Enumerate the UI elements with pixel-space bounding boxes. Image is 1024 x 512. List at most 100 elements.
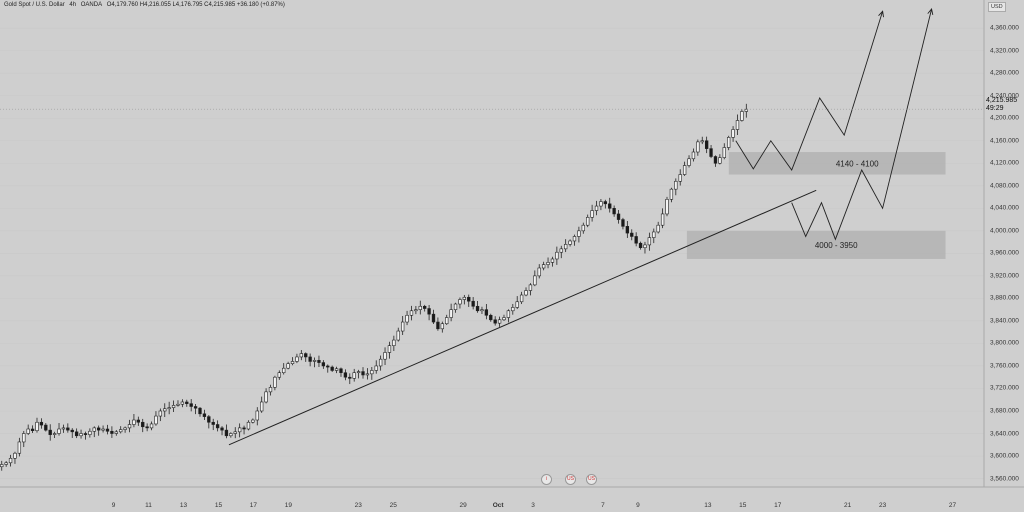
candle-body-up [237,427,242,433]
candle [70,428,74,438]
candle-body-down [193,406,198,409]
candle-body-up [687,158,691,166]
candle [568,239,572,247]
candle-body-down [326,365,330,368]
candle [599,199,603,211]
candle [246,420,251,431]
candle-body-up [586,217,590,226]
candle [61,424,66,433]
candle-body-up [700,140,704,143]
candle [101,425,105,433]
candle [691,148,696,162]
candle-body-up [295,356,299,362]
candle [519,291,524,305]
candle-body-up [255,410,259,421]
y-tick-label: 3,760.000 [990,362,1019,370]
candle-body-down [638,242,643,249]
candle [634,232,638,247]
candle [440,321,444,333]
candle [467,294,471,307]
support-zone[interactable] [686,230,946,259]
candle-body-up [273,376,277,388]
trendline[interactable] [228,189,817,446]
candle-body-down [44,424,48,431]
candle [572,234,577,246]
candle [22,430,26,448]
candle [555,246,559,265]
candle-body-down [202,413,207,417]
y-tick-label: 3,680.000 [990,407,1019,415]
candle-body-up [251,419,255,423]
info-event-icon[interactable]: i [541,474,552,485]
candle-body-up [370,370,374,375]
candle-body-down [141,421,145,428]
candle [110,426,114,438]
candle-body-down [621,219,625,227]
candle [237,423,242,438]
candle [713,155,718,167]
candle-body-down [493,319,497,324]
candle-body-up [119,429,123,433]
candle-body-up [515,301,519,308]
candle-body-up [149,423,154,429]
projection-path-upper[interactable] [735,11,884,171]
candle [207,415,211,429]
us-flag-icon[interactable]: US [586,474,597,485]
candle [528,283,533,296]
candle-body-up [453,303,458,310]
candle [550,256,555,267]
candle-body-up [546,262,550,265]
candle [149,421,154,431]
candle-body-down [427,308,431,315]
candle-body-down [713,156,718,164]
candle-body-up [727,137,731,148]
x-tick-label: 25 [389,502,397,509]
y-tick-label: 4,160.000 [990,137,1019,145]
candles [0,103,748,471]
projection-path-lower[interactable] [791,8,933,241]
candle-body-down [136,419,140,423]
x-tick-label: 27 [948,502,957,509]
currency-button[interactable]: USD [988,2,1006,12]
candle [202,409,207,420]
candle-body-up [740,111,744,121]
candle-body-up [528,284,533,291]
candle-body-down [110,430,114,434]
candle [608,197,612,213]
candle-body-up [171,405,176,408]
x-tick-label: 23 [354,502,362,509]
candle-body-up [396,330,400,341]
ohlc-values: O4,179.760 H4,216.055 L4,176.795 C4,215.… [106,2,285,8]
candle [458,297,462,309]
candle [515,296,519,310]
candle-body-down [317,360,321,363]
candle-body-up [356,371,361,374]
candle-body-up [506,310,511,318]
time-scale[interactable]: 9 11 13 15 17 19 23 25 29 Oct 3 7 9 13 15 17 21 23 27 [0,487,984,512]
y-tick-label: 4,280.000 [990,69,1019,77]
zones: 4140 - 4100 4000 - 3950 [686,152,946,259]
candle [581,222,585,234]
y-tick-label: 3,560.000 [990,475,1019,483]
y-tick-label: 3,960.000 [990,249,1019,257]
y-tick-label: 4,080.000 [990,182,1019,190]
candle-body-up [264,391,268,403]
candle-body-up [458,299,462,305]
candle [497,316,502,327]
candle [229,432,233,438]
x-tick-label: 23 [879,502,887,509]
symbol-legend[interactable]: Gold Spot / U.S. Dollar 4h OANDA O4,179.… [4,2,288,8]
candle [621,217,625,230]
y-tick-label: 3,840.000 [990,317,1019,325]
candle-body-up [127,424,132,429]
us-flag-icon[interactable]: US [565,474,576,485]
candle-body-up [17,441,22,454]
candle [312,357,317,368]
candle [57,423,61,436]
candle [171,400,176,412]
candle-body-down [308,356,312,362]
candle [290,357,295,366]
candle [647,232,652,251]
price-scale[interactable]: 3,560.000 3,600.000 3,640.000 3,680.000 3,72… [984,0,1024,487]
